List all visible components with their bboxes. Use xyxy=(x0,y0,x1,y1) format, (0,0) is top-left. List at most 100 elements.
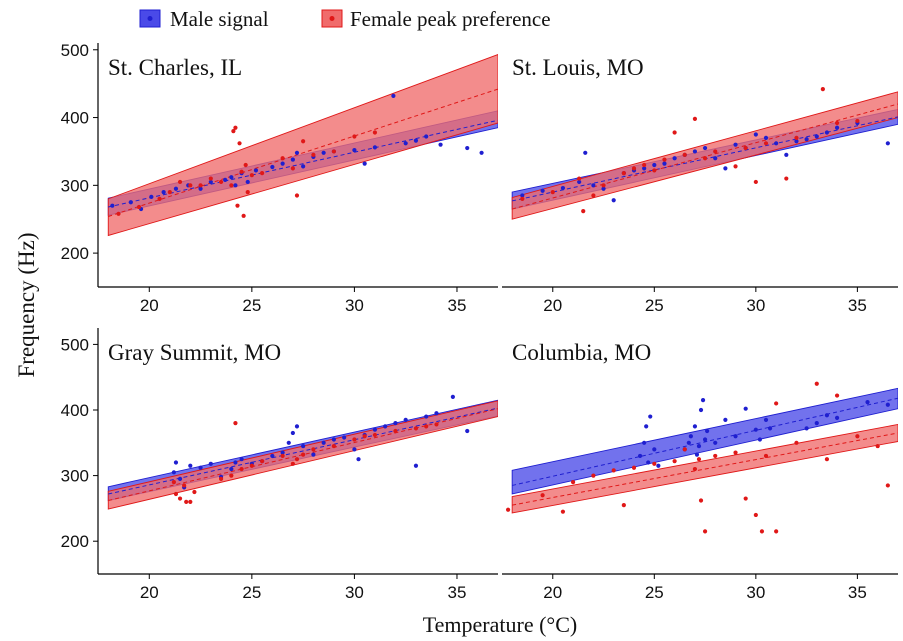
female-point xyxy=(233,125,238,130)
male-point xyxy=(824,413,830,418)
x-tick-label: 25 xyxy=(242,296,261,315)
male-point xyxy=(784,152,789,157)
female-point xyxy=(393,428,398,434)
female-point xyxy=(834,393,840,398)
female-point xyxy=(733,450,738,455)
female-point xyxy=(182,483,187,488)
male-point xyxy=(198,465,203,470)
female-point xyxy=(413,426,419,431)
female-point xyxy=(774,529,779,534)
male-point xyxy=(577,179,582,185)
male-point xyxy=(372,145,378,150)
y-tick-label: 300 xyxy=(61,467,89,486)
male-point xyxy=(424,134,429,139)
male-point xyxy=(767,426,773,431)
female-point xyxy=(241,213,246,218)
male-point xyxy=(702,145,708,151)
x-tick-label: 35 xyxy=(448,583,467,602)
female-point xyxy=(192,489,197,495)
x-tick-label: 35 xyxy=(448,296,467,315)
male-point xyxy=(171,470,176,475)
female-point xyxy=(550,190,555,195)
male-point xyxy=(301,443,306,449)
x-tick-label: 20 xyxy=(543,583,562,602)
male-point xyxy=(413,138,419,143)
panel-title: St. Charles, IL xyxy=(108,55,242,80)
female-point xyxy=(208,176,213,181)
female-point xyxy=(763,453,769,459)
male-point xyxy=(885,402,890,407)
female-point xyxy=(362,434,367,439)
male-point xyxy=(700,398,706,403)
male-point xyxy=(149,194,154,199)
male-point xyxy=(270,453,275,459)
female-point xyxy=(885,483,890,488)
female-point xyxy=(855,118,860,124)
legend-dot-male xyxy=(147,16,153,21)
female-point xyxy=(753,512,758,518)
x-tick-label: 35 xyxy=(848,296,867,315)
male-point xyxy=(520,193,525,198)
male-point xyxy=(270,164,275,170)
female-point xyxy=(577,176,582,181)
male-point xyxy=(245,179,250,185)
male-point xyxy=(814,421,819,426)
female-point xyxy=(184,499,189,504)
female-point xyxy=(301,452,306,457)
male-fit-line xyxy=(108,119,498,208)
female-point xyxy=(229,473,234,478)
male-point xyxy=(352,147,357,153)
female-point xyxy=(570,480,576,485)
female-point xyxy=(743,145,748,151)
male-point xyxy=(688,434,693,439)
y-tick-label: 200 xyxy=(61,532,89,551)
male-point xyxy=(713,156,718,161)
male-point xyxy=(253,168,259,173)
male-point xyxy=(403,141,408,146)
male-point xyxy=(280,450,285,455)
male-point xyxy=(450,394,455,399)
female-point xyxy=(260,459,265,464)
male-point xyxy=(794,139,799,144)
male-point xyxy=(753,132,758,137)
female-point xyxy=(249,463,254,468)
female-confidence-band xyxy=(511,91,898,220)
female-point xyxy=(331,149,336,154)
male-point xyxy=(280,161,285,166)
male-point xyxy=(208,179,213,185)
male-point xyxy=(692,424,698,429)
female-point xyxy=(743,496,748,501)
female-point xyxy=(233,421,238,426)
male-point xyxy=(637,453,643,459)
male-point xyxy=(465,145,470,151)
male-point xyxy=(646,460,651,465)
male-point xyxy=(294,150,300,155)
x-tick-label: 20 xyxy=(140,296,159,315)
plot-area xyxy=(107,394,498,510)
female-point xyxy=(352,134,357,139)
x-tick-label: 20 xyxy=(543,296,562,315)
female-point xyxy=(591,473,596,478)
legend: Male signal Female peak preference xyxy=(139,7,551,31)
female-point xyxy=(173,491,179,497)
panel-title: Columbia, MO xyxy=(512,340,651,365)
male-point xyxy=(652,162,657,168)
female-point xyxy=(733,164,738,169)
female-point xyxy=(682,152,687,157)
male-point xyxy=(763,417,769,422)
female-point xyxy=(631,166,637,171)
female-point xyxy=(682,447,687,452)
male-point xyxy=(233,460,238,465)
female-point xyxy=(239,169,244,174)
female-point xyxy=(198,183,203,188)
male-point xyxy=(733,434,738,439)
male-point xyxy=(294,424,300,429)
male-point xyxy=(644,424,649,429)
female-point xyxy=(280,156,285,161)
male-point xyxy=(301,164,306,169)
female-point xyxy=(188,499,193,504)
female-point xyxy=(177,496,183,501)
female-point xyxy=(794,440,799,445)
male-point xyxy=(648,414,653,419)
